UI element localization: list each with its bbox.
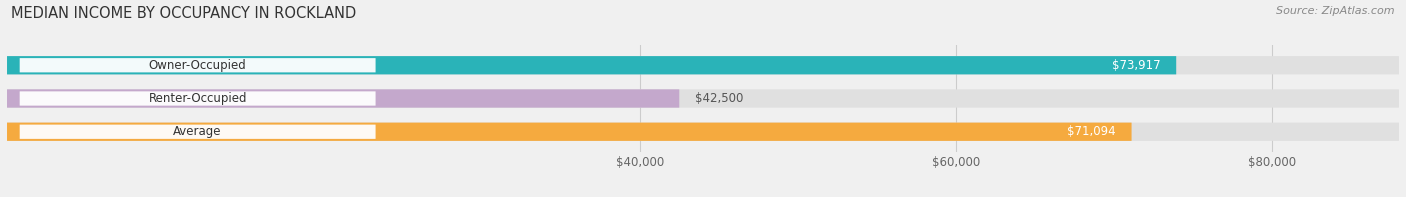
FancyBboxPatch shape [7, 123, 1132, 141]
Text: MEDIAN INCOME BY OCCUPANCY IN ROCKLAND: MEDIAN INCOME BY OCCUPANCY IN ROCKLAND [11, 6, 357, 21]
Text: Source: ZipAtlas.com: Source: ZipAtlas.com [1277, 6, 1395, 16]
FancyBboxPatch shape [20, 91, 375, 106]
Text: Renter-Occupied: Renter-Occupied [149, 92, 247, 105]
Text: Owner-Occupied: Owner-Occupied [149, 59, 246, 72]
FancyBboxPatch shape [20, 58, 375, 72]
Text: $71,094: $71,094 [1067, 125, 1116, 138]
FancyBboxPatch shape [7, 89, 679, 108]
FancyBboxPatch shape [7, 89, 1399, 108]
FancyBboxPatch shape [7, 56, 1399, 74]
Text: $42,500: $42,500 [695, 92, 744, 105]
FancyBboxPatch shape [7, 123, 1399, 141]
Text: Average: Average [173, 125, 222, 138]
Text: $73,917: $73,917 [1112, 59, 1160, 72]
FancyBboxPatch shape [7, 56, 1177, 74]
FancyBboxPatch shape [20, 125, 375, 139]
